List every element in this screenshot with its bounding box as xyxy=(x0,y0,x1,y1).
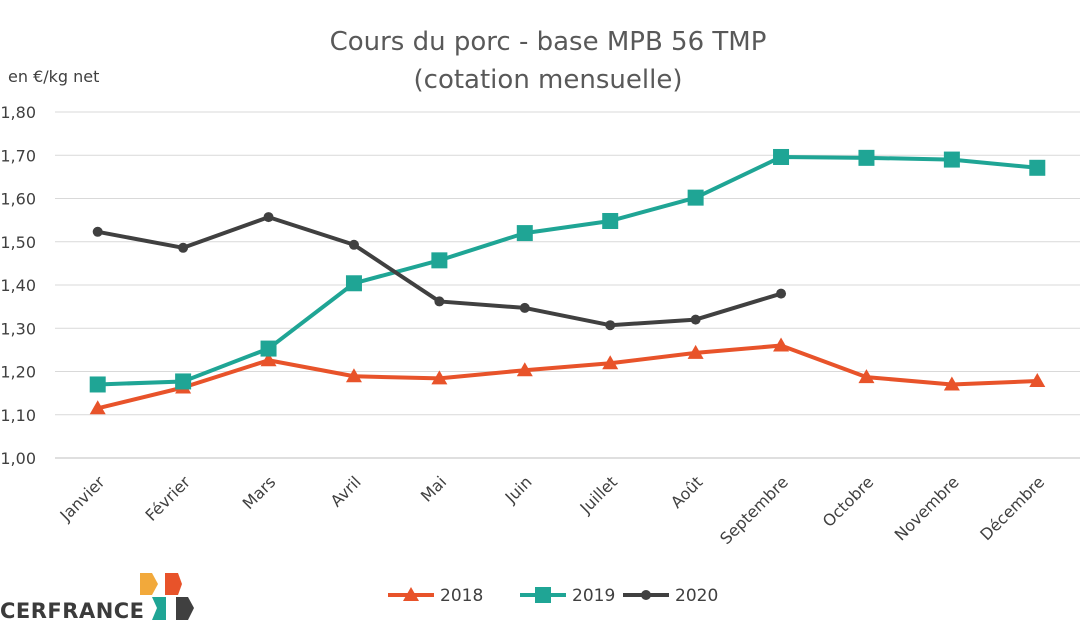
chart-title: Cours du porc - base MPB 56 TMP xyxy=(330,27,767,57)
x-tick-label: Juillet xyxy=(576,472,621,517)
series-2018 xyxy=(89,337,1046,415)
data-point-2019 xyxy=(516,225,533,242)
legend-marker-2020 xyxy=(641,590,651,600)
data-point-2018 xyxy=(943,376,960,391)
x-tick-label: Août xyxy=(667,472,707,512)
legend: 2018 2019 2020 xyxy=(388,586,718,606)
data-point-2020 xyxy=(690,314,701,325)
chart-subtitle: (cotation mensuelle) xyxy=(414,65,683,95)
y-tick-label: 1,30 xyxy=(0,319,36,338)
data-point-2020 xyxy=(92,226,103,237)
series-2019 xyxy=(89,148,1046,393)
data-point-2018 xyxy=(602,355,619,370)
series-line-2018 xyxy=(95,343,1040,411)
data-point-2019 xyxy=(943,151,960,168)
x-tick-label: Novembre xyxy=(891,472,963,544)
x-tick-label: Septembre xyxy=(716,472,792,548)
data-point-2018 xyxy=(687,344,704,359)
y-tick-label: 1,80 xyxy=(0,103,36,122)
y-tick-label: 1,20 xyxy=(0,363,36,382)
data-point-2019 xyxy=(260,340,277,357)
cerfrance-logo: CERFRANCE xyxy=(0,573,194,623)
legend-label: 2020 xyxy=(675,586,718,606)
y-tick-label: 1,40 xyxy=(0,276,36,295)
data-point-2018 xyxy=(89,400,106,415)
legend-label: 2018 xyxy=(440,586,483,606)
data-point-2019 xyxy=(1029,159,1046,176)
x-axis-ticks: Janvier Février Mars Avril Mai Juin Juillet Aoû… xyxy=(56,472,1049,548)
x-tick-label: Octobre xyxy=(819,472,877,530)
y-tick-label: 1,10 xyxy=(0,406,36,425)
data-point-2018 xyxy=(773,337,790,352)
data-point-2019 xyxy=(687,189,704,206)
logo-block-orange xyxy=(165,573,182,595)
y-tick-label: 1,00 xyxy=(0,449,36,468)
logo-block-yellow xyxy=(140,573,158,595)
data-point-2019 xyxy=(89,376,106,393)
data-point-2020 xyxy=(178,242,189,253)
data-point-2020 xyxy=(348,239,359,250)
data-point-2019 xyxy=(175,373,192,390)
legend-item-2020: 2020 xyxy=(623,586,718,606)
data-point-2018 xyxy=(516,362,533,377)
series-line-2020 xyxy=(95,215,784,328)
logo-block-dark xyxy=(176,597,194,620)
legend-item-2018: 2018 xyxy=(388,586,483,606)
x-tick-label: Avril xyxy=(327,472,365,510)
x-tick-label: Mai xyxy=(417,472,450,505)
data-point-2018 xyxy=(260,352,277,367)
x-tick-label: Février xyxy=(142,472,195,525)
data-point-2018 xyxy=(431,370,448,385)
data-point-2019 xyxy=(773,148,790,165)
x-tick-label: Décembre xyxy=(976,472,1048,544)
data-point-2019 xyxy=(431,252,448,269)
data-point-2020 xyxy=(263,212,274,223)
data-point-2020 xyxy=(519,302,530,313)
x-tick-label: Janvier xyxy=(56,472,109,525)
legend-item-2019: 2019 xyxy=(520,586,615,606)
legend-marker-2019 xyxy=(535,587,551,603)
data-point-2019 xyxy=(858,149,875,166)
legend-marker-2018 xyxy=(403,587,419,601)
data-point-2018 xyxy=(1029,373,1046,388)
gridlines xyxy=(55,111,1080,459)
y-axis-unit-label: en €/kg net xyxy=(8,67,99,86)
y-axis-ticks: 1,00 1,10 1,20 1,30 1,40 1,50 1,60 1,70 1,80 xyxy=(0,103,36,468)
x-tick-label: Juin xyxy=(501,472,536,507)
logo-block-teal xyxy=(152,597,166,620)
legend-label: 2019 xyxy=(572,586,615,606)
data-point-2019 xyxy=(345,275,362,292)
logo-text: CERFRANCE xyxy=(0,599,145,623)
series-line-2019 xyxy=(95,154,1040,387)
data-point-2020 xyxy=(434,296,445,307)
series-2020 xyxy=(92,212,787,331)
data-point-2018 xyxy=(345,368,362,383)
series-group xyxy=(89,148,1046,415)
data-point-2020 xyxy=(776,288,787,299)
data-point-2020 xyxy=(605,320,616,331)
y-tick-label: 1,60 xyxy=(0,190,36,209)
y-tick-label: 1,50 xyxy=(0,233,36,252)
y-tick-label: 1,70 xyxy=(0,146,36,165)
x-tick-label: Mars xyxy=(239,472,280,513)
data-point-2018 xyxy=(858,369,875,384)
data-point-2019 xyxy=(602,212,619,229)
